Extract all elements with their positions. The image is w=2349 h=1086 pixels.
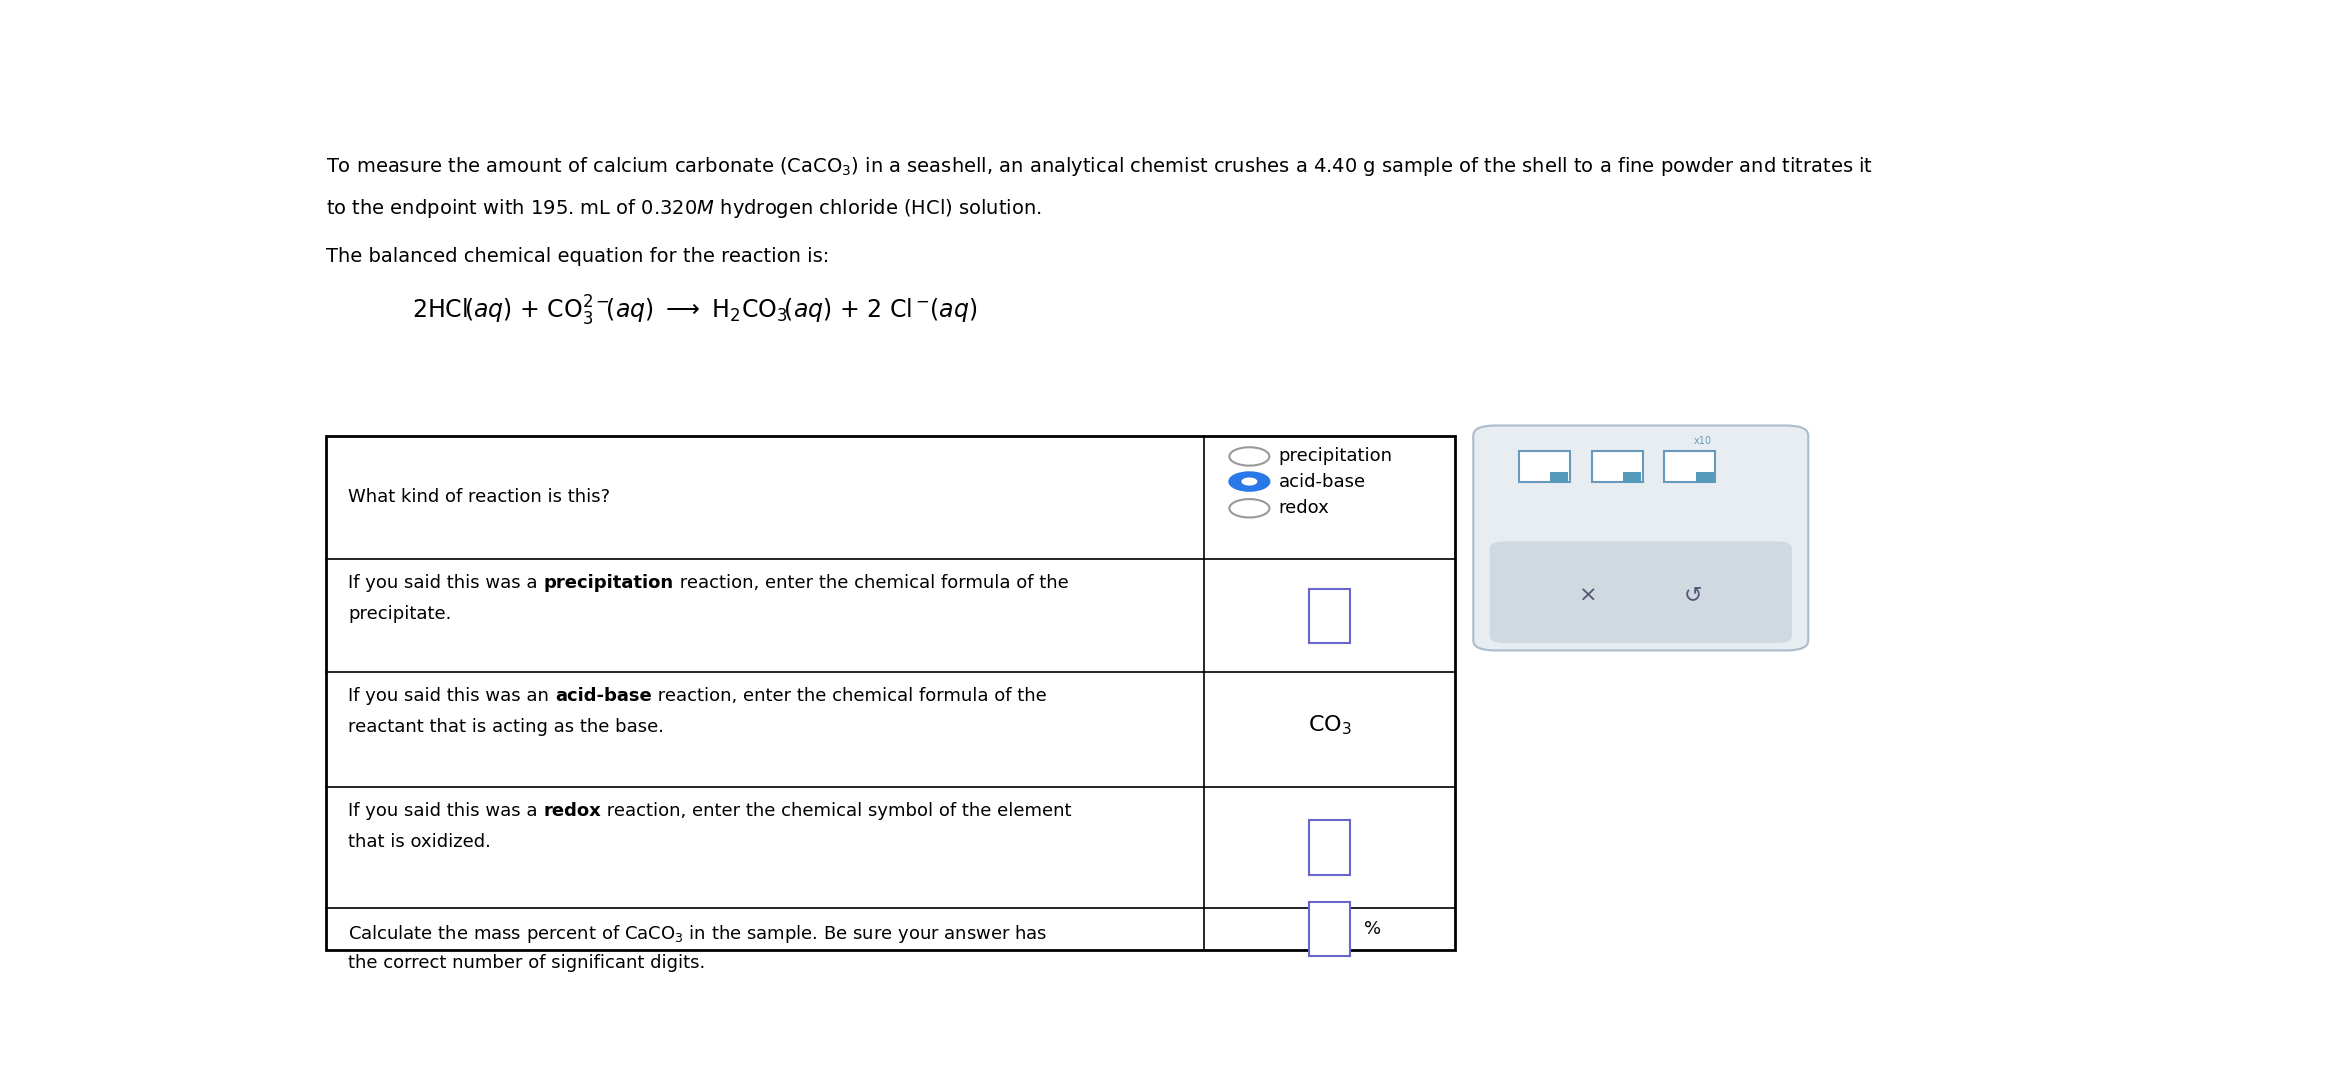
Text: If you said this was an: If you said this was an (348, 687, 554, 705)
Text: redox: redox (543, 801, 601, 820)
Text: reactant that is acting as the base.: reactant that is acting as the base. (348, 718, 665, 736)
Circle shape (1243, 478, 1257, 484)
FancyBboxPatch shape (1550, 472, 1569, 483)
Text: precipitation: precipitation (1278, 447, 1393, 466)
Text: reaction, enter the chemical symbol of the element: reaction, enter the chemical symbol of t… (601, 801, 1071, 820)
Text: What kind of reaction is this?: What kind of reaction is this? (348, 489, 611, 506)
FancyBboxPatch shape (1665, 451, 1715, 482)
Text: redox: redox (1278, 500, 1330, 517)
Text: precipitation: precipitation (543, 574, 674, 592)
FancyBboxPatch shape (1623, 472, 1640, 483)
FancyBboxPatch shape (1696, 472, 1712, 483)
Text: acid-base: acid-base (1278, 472, 1365, 491)
FancyBboxPatch shape (1473, 426, 1809, 651)
Circle shape (1229, 500, 1268, 518)
FancyBboxPatch shape (1308, 820, 1348, 874)
Text: If you said this was a: If you said this was a (348, 801, 543, 820)
Text: ×: × (1579, 585, 1597, 605)
FancyBboxPatch shape (1593, 451, 1642, 482)
Text: $\mathrm{CO_3}$: $\mathrm{CO_3}$ (1308, 714, 1351, 737)
FancyBboxPatch shape (327, 435, 1454, 950)
Text: that is oxidized.: that is oxidized. (348, 833, 491, 850)
Text: ↺: ↺ (1684, 585, 1703, 605)
Text: to the endpoint with 195. mL of 0.320$\mathit{M}$ hydrogen chloride $\left(\math: to the endpoint with 195. mL of 0.320$\m… (327, 198, 1043, 220)
Text: reaction, enter the chemical formula of the: reaction, enter the chemical formula of … (651, 687, 1045, 705)
FancyBboxPatch shape (1308, 901, 1348, 956)
Text: precipitate.: precipitate. (348, 605, 451, 623)
Text: Calculate the mass percent of CaCO$_3$ in the sample. Be sure your answer has: Calculate the mass percent of CaCO$_3$ i… (348, 923, 1048, 945)
Text: 2HCl$\!\left(aq\right)$ + CO$_3^{2-}\!\!\left(aq\right)$ $\longrightarrow$ H$_2$: 2HCl$\!\left(aq\right)$ + CO$_3^{2-}\!\!… (411, 293, 977, 328)
FancyBboxPatch shape (1520, 451, 1569, 482)
Text: %: % (1365, 920, 1381, 938)
FancyBboxPatch shape (1489, 542, 1792, 643)
Text: x10: x10 (1694, 437, 1712, 446)
Text: reaction, enter the chemical formula of the: reaction, enter the chemical formula of … (674, 574, 1069, 592)
Circle shape (1229, 472, 1268, 491)
Text: acid-base: acid-base (554, 687, 651, 705)
Text: If you said this was a: If you said this was a (348, 574, 543, 592)
Text: the correct number of significant digits.: the correct number of significant digits… (348, 954, 705, 972)
FancyBboxPatch shape (1308, 589, 1348, 643)
Text: To measure the amount of calcium carbonate $\left(\mathrm{CaCO_3}\right)$ in a s: To measure the amount of calcium carbona… (327, 155, 1875, 178)
Text: The balanced chemical equation for the reaction is:: The balanced chemical equation for the r… (327, 248, 829, 266)
Circle shape (1229, 447, 1268, 466)
